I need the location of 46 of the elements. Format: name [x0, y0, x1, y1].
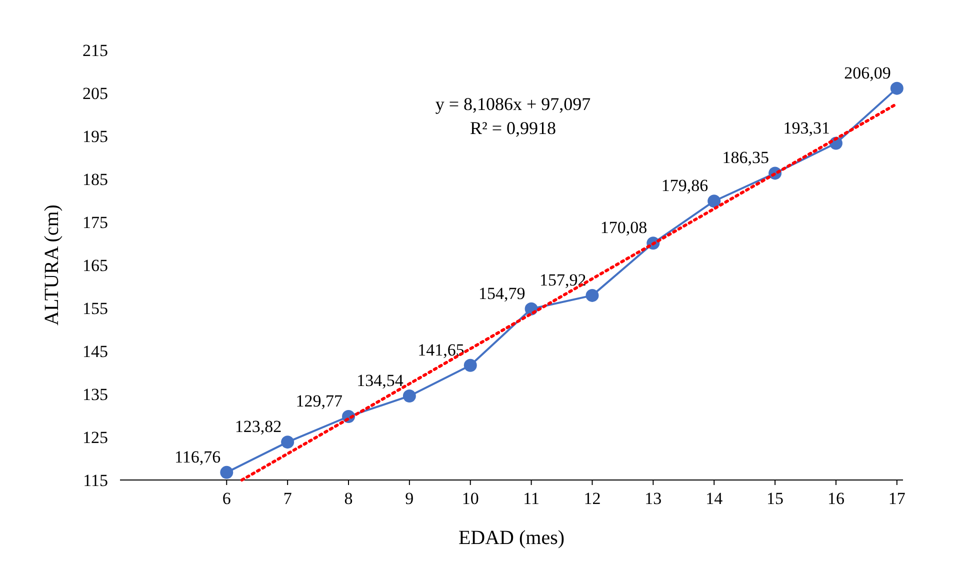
data-label: 179,86 — [661, 176, 708, 196]
data-label: 170,08 — [600, 218, 648, 238]
data-label: 186,35 — [722, 148, 770, 168]
x-tick-label: 15 — [766, 489, 784, 508]
data-label: 116,76 — [174, 447, 221, 466]
data-label: 129,77 — [296, 391, 343, 410]
x-tick-label: 11 — [523, 489, 540, 508]
annotation: y = 8,1086x + 97,097 — [435, 94, 591, 114]
x-tick-label: 12 — [584, 489, 601, 508]
point — [220, 466, 234, 479]
data-label: 154,79 — [478, 284, 526, 303]
x-tick-label: 9 — [405, 489, 414, 508]
y-tick-label: 185 — [82, 170, 108, 189]
annotation: R² = 0,9918 — [470, 118, 556, 138]
y-tick-label: 215 — [82, 41, 108, 60]
y-tick-label: 145 — [82, 342, 108, 361]
x-tick-label: 8 — [344, 489, 353, 508]
data-label: 157,92 — [539, 270, 586, 290]
y-tick-label: 135 — [82, 385, 108, 404]
point — [281, 436, 294, 449]
x-tick-label: 7 — [283, 489, 292, 508]
data-label: 193,31 — [783, 118, 830, 138]
x-tick-label: 10 — [462, 489, 479, 508]
x-tick-label: 17 — [888, 489, 906, 508]
point — [402, 389, 416, 402]
y-tick-label: 165 — [82, 256, 108, 275]
x-tick-label: 16 — [827, 489, 844, 508]
y-tick-label: 125 — [82, 428, 108, 447]
y-tick-label: 195 — [82, 127, 108, 146]
y-tick-label: 205 — [82, 84, 108, 103]
y-tick-label: 115 — [83, 471, 108, 490]
data-label: 206,09 — [844, 63, 891, 82]
y-tick-label: 155 — [82, 299, 108, 318]
point — [586, 288, 599, 302]
data-label: 123,82 — [234, 417, 282, 436]
point — [708, 194, 721, 208]
x-tick-label: 13 — [644, 489, 662, 508]
data-label: 141,65 — [418, 340, 464, 360]
point — [464, 358, 477, 372]
x-tick-label: 14 — [706, 489, 724, 508]
point — [890, 82, 904, 95]
data-label: 134,54 — [356, 370, 404, 390]
y-tick-label: 175 — [82, 213, 108, 232]
x-tick-label: 6 — [222, 489, 231, 508]
x-axis-title: EDAD (mes) — [458, 527, 565, 549]
y-axis-title: ALTURA (cm) — [41, 204, 63, 326]
